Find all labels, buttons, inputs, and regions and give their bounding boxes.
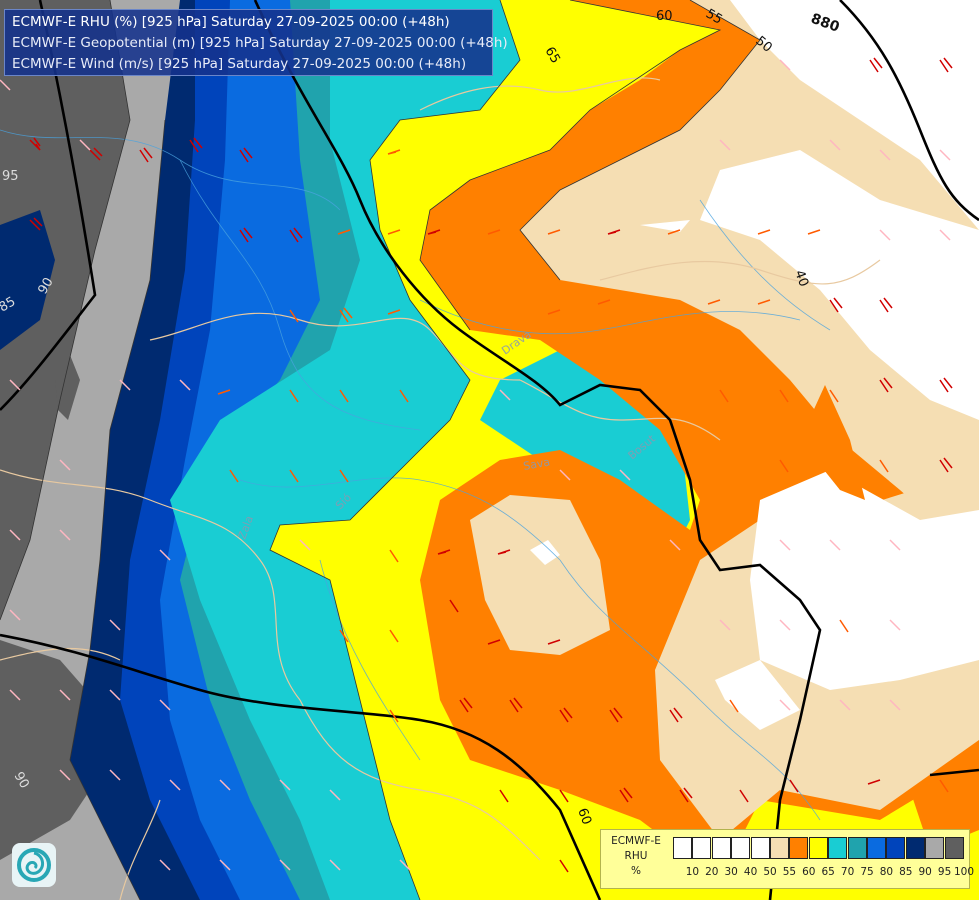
wind-barbs-weak <box>0 59 951 871</box>
title-wind: ECMWF-E Wind (m/s) [925 hPa] Saturday 27… <box>12 56 467 72</box>
rhu-contour-label-55-top: 55 <box>703 6 725 27</box>
map-title-box: ECMWF-E RHU (%) [925 hPa] Saturday 27-09… <box>4 9 508 76</box>
rhu-legend: ECMWF-E RHU % 10 20 30 40 50 55 60 65 70 75 80 85 90… <box>600 829 974 889</box>
legend-tick-label: 85 <box>899 866 913 878</box>
legend-swatch <box>867 837 886 859</box>
rhu-fill-55-center <box>470 495 610 655</box>
legend-tick-label: 75 <box>860 866 874 878</box>
legend-tick-label: 10 <box>685 866 700 878</box>
rhu-fill-50-east <box>700 150 979 420</box>
legend-swatch <box>905 837 925 859</box>
rhu-fill-50-southeast <box>750 470 979 690</box>
rhu-fill-55-north <box>520 0 979 560</box>
rhu-contour-label-60-top: 60 <box>656 9 673 24</box>
legend-tick-label: 30 <box>724 866 738 878</box>
rhu-contour-label-90-bottom: 90 <box>11 770 32 792</box>
legend-swatch <box>673 837 692 859</box>
legend-swatch <box>808 837 828 859</box>
legend-tick-label: 70 <box>840 866 855 878</box>
rhu-contour-label-65: 65 <box>542 45 563 67</box>
legend-swatch <box>847 837 867 859</box>
rhu-fill-100-west <box>0 0 130 620</box>
rhu-contour-label-40: 40 <box>791 268 811 289</box>
title-geopotential: ECMWF-E Geopotential (m) [925 hPa] Satur… <box>12 35 508 51</box>
wind-barbs-medium <box>217 149 949 793</box>
rhu-contours <box>0 0 761 900</box>
river-label-sava: Sava <box>522 455 551 472</box>
legend-tick-label: 100 <box>953 866 975 878</box>
legend-tick-label: 40 <box>743 866 758 878</box>
legend-swatch <box>692 837 712 859</box>
legend-swatch <box>789 837 809 859</box>
legend-tick-label: 20 <box>705 866 719 878</box>
rhu-contour-label-90: 90 <box>35 275 56 297</box>
legend-swatch <box>750 837 770 859</box>
rhu-contour-label-60-bottom: 60 <box>574 806 594 827</box>
title-rhu: ECMWF-E RHU (%) [925 hPa] Saturday 27-09… <box>12 14 450 30</box>
legend-tick-label: 95 <box>937 866 952 878</box>
rhu-fill-50-spot <box>530 540 560 565</box>
rhu-fill-100-spot <box>55 355 80 420</box>
legend-swatch <box>944 837 964 859</box>
legend-swatch <box>828 837 848 859</box>
rhu-fill-50-south <box>715 660 800 730</box>
rhu-fill-50-north <box>730 0 979 230</box>
legend-swatch <box>925 837 945 859</box>
legend-swatch <box>770 837 789 859</box>
legend-tick-label: 60 <box>802 866 816 878</box>
legend-swatch <box>886 837 906 859</box>
wind-barbs-strong <box>29 57 953 873</box>
rhu-fill-50-spot-north <box>640 220 690 232</box>
legend-swatch <box>711 837 731 859</box>
ecmwf-swirl-icon <box>12 843 56 887</box>
rhu-fill-60-tongue <box>800 385 865 500</box>
legend-swatch <box>731 837 751 859</box>
rhu-fill-90-west <box>0 210 55 350</box>
legend-tick-label: 55 <box>782 866 797 878</box>
legend-variable: RHU <box>624 850 648 862</box>
legend-tick-label: 65 <box>821 866 835 878</box>
legend-model: ECMWF-E <box>611 835 661 847</box>
legend-label: ECMWF-E RHU % <box>605 834 667 879</box>
legend-tick-label: 90 <box>918 866 932 878</box>
legend-tick-label: 80 <box>879 866 894 878</box>
rhu-contour-label-95: 95 <box>2 169 19 184</box>
legend-tick-label: 50 <box>763 866 777 878</box>
legend-unit: % <box>631 865 641 877</box>
rhu-fill-60-southeast <box>910 750 979 850</box>
